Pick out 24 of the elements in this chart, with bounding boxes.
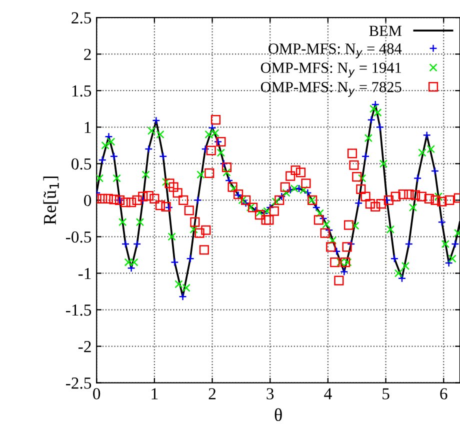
x-tick-label: 5 xyxy=(382,388,390,400)
y-tick-label: -1 xyxy=(78,268,91,280)
x-tick-label: 3 xyxy=(266,388,274,400)
y-axis-title: Re[ũ$_{1}$] xyxy=(43,176,59,225)
x-tick-label: 4 xyxy=(324,388,332,400)
legend-label: OMP-MFS: N$_{y}$ = 7825 xyxy=(260,82,402,97)
x-tick-label: 2 xyxy=(208,388,216,400)
legend-label: OMP-MFS: N$_{y}$ = 484 xyxy=(268,43,402,58)
x-tick-label: 6 xyxy=(440,388,448,400)
y-tick-label: -2.5 xyxy=(66,378,92,389)
x-axis-title: θ xyxy=(274,408,282,422)
y-tick-label: 1 xyxy=(84,122,91,133)
y-tick-label: 0.5 xyxy=(72,158,92,170)
y-tick-label: -2 xyxy=(78,341,91,352)
y-tick-label: 2.5 xyxy=(72,12,92,24)
y-tick-label: 2 xyxy=(84,48,91,60)
legend-label: BEM xyxy=(369,26,402,36)
x-tick-label: 1 xyxy=(152,388,158,400)
y-tick-label: -0.5 xyxy=(66,231,92,243)
y-tick-label: 1.5 xyxy=(72,85,92,97)
legend-label: OMP-MFS: N$_{y}$ = 1941 xyxy=(260,62,401,78)
x-tick-label: 0 xyxy=(93,388,100,400)
y-tick-label: -1.5 xyxy=(66,304,92,316)
y-tick-label: 0 xyxy=(84,194,92,206)
